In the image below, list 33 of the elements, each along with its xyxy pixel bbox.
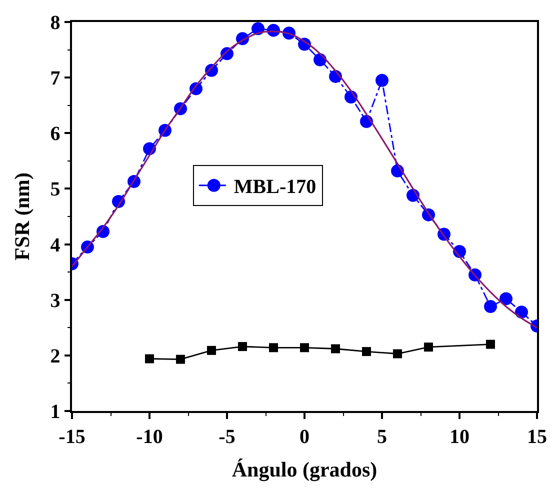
y-axis-title: FSR (nm): [10, 172, 34, 261]
y-tick-label: 6: [50, 123, 60, 146]
point: [207, 346, 216, 355]
point: [269, 343, 278, 352]
y-tick-label: 7: [50, 68, 60, 90]
point: [176, 354, 185, 364]
x-tick-label: 0: [300, 426, 310, 448]
y-tick-label: 8: [50, 12, 60, 34]
x-tick-label: -5: [218, 426, 236, 448]
x-tick-label: -10: [136, 426, 163, 448]
point: [393, 349, 402, 358]
y-tick-label: 1: [50, 401, 60, 423]
y-tick-label: 2: [50, 345, 60, 368]
y-tick-label: 4: [50, 234, 60, 256]
point: [300, 343, 309, 352]
point: [376, 74, 388, 87]
x-tick-label: 5: [377, 426, 387, 448]
point: [424, 342, 433, 352]
x-tick-label: 15: [527, 426, 547, 448]
point: [486, 340, 495, 349]
x-tick-label: -15: [58, 426, 86, 448]
point: [515, 306, 528, 319]
point: [331, 344, 340, 354]
y-tick-label: 3: [50, 290, 60, 312]
x-tick-label: 10: [450, 426, 470, 448]
x-axis-title: Ángulo (grados): [232, 457, 378, 482]
y-tick-label: 5: [50, 178, 60, 201]
point: [238, 342, 247, 352]
point: [484, 300, 497, 314]
point: [145, 354, 154, 364]
legend-label: MBL-170: [234, 176, 316, 198]
point: [500, 292, 512, 306]
point: [362, 347, 371, 356]
